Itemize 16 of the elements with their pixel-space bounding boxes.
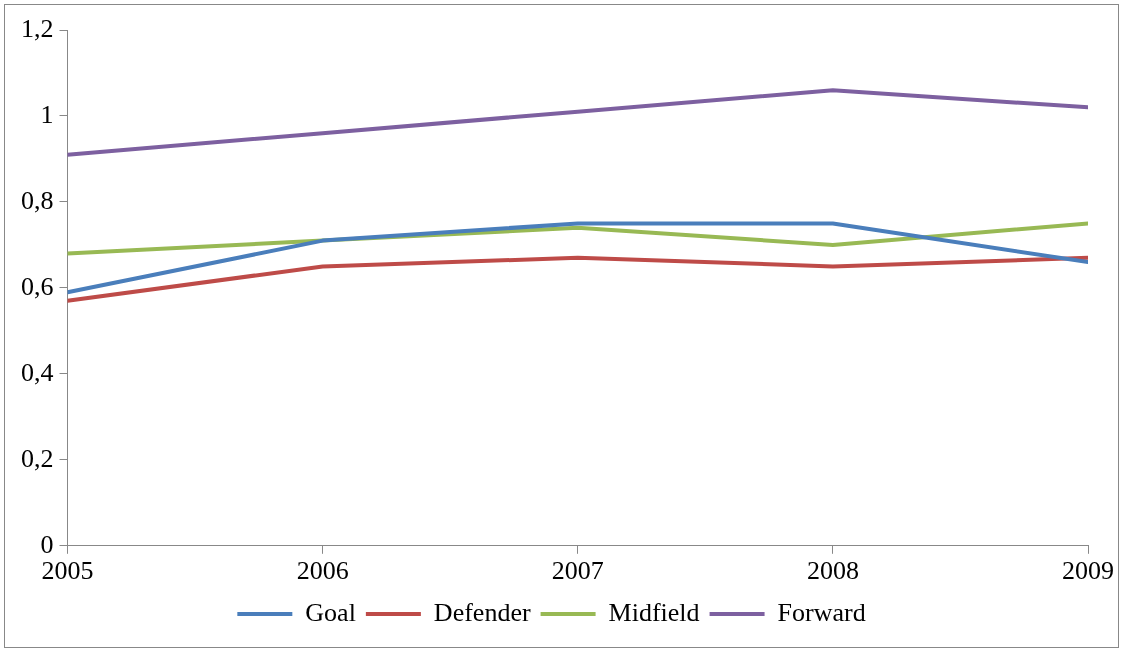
y-tick-label: 0,4 — [21, 357, 54, 387]
y-tick-label: 0,8 — [21, 185, 54, 215]
x-tick-label: 2006 — [296, 556, 349, 586]
x-tick-label: 2007 — [551, 556, 604, 586]
y-tick-label: 0,6 — [21, 271, 54, 301]
y-tick-label: 1,2 — [21, 13, 54, 43]
x-tick-label: 2008 — [806, 556, 859, 586]
legend-label: Midfield — [608, 597, 700, 627]
x-tick-label: 2009 — [1062, 556, 1114, 586]
x-tick-label: 2005 — [41, 556, 94, 586]
y-tick-label: 0,2 — [21, 443, 54, 473]
y-tick-label: 0 — [40, 529, 54, 559]
legend-label: Goal — [305, 597, 356, 627]
legend-label: Defender — [433, 597, 531, 627]
y-tick-label: 1 — [40, 99, 54, 129]
legend-label: Forward — [777, 597, 866, 627]
